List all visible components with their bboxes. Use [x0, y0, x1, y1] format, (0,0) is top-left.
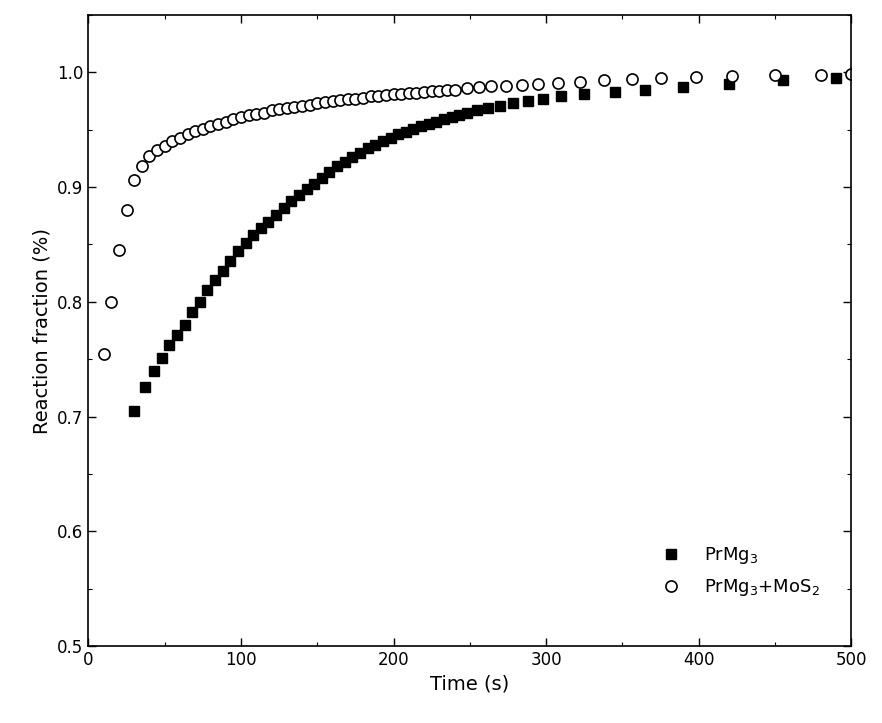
X-axis label: Time (s): Time (s) [430, 675, 510, 693]
Y-axis label: Reaction fraction (%): Reaction fraction (%) [33, 228, 52, 434]
Legend: PrMg$_3$, PrMg$_3$+MoS$_2$: PrMg$_3$, PrMg$_3$+MoS$_2$ [647, 538, 827, 606]
